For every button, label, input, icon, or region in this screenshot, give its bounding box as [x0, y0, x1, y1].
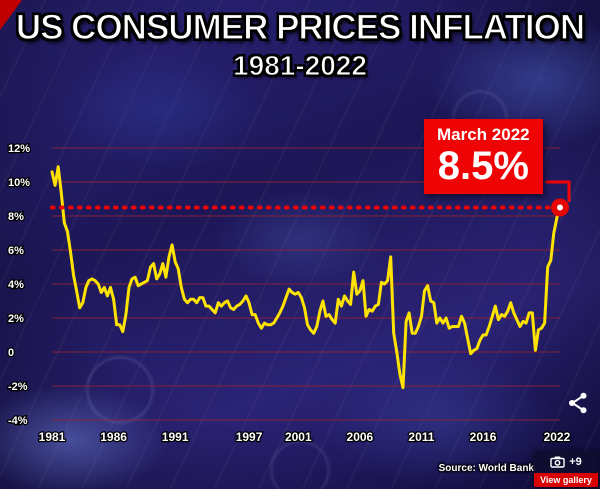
- gallery-label: View gallery: [534, 473, 598, 487]
- title-line1: US CONSUMER PRICES INFLATION: [15, 7, 586, 47]
- svg-text:2011: 2011: [408, 430, 434, 444]
- svg-text:1991: 1991: [162, 430, 189, 444]
- title-line2: 1981-2022: [233, 50, 368, 82]
- svg-text:-2%: -2%: [8, 381, 28, 393]
- svg-text:8%: 8%: [8, 211, 24, 223]
- callout-date-label: March 2022: [437, 125, 530, 144]
- svg-text:1986: 1986: [100, 430, 127, 444]
- svg-text:12%: 12%: [8, 143, 30, 155]
- chart-title: US CONSUMER PRICES INFLATION 1981-2022: [0, 6, 600, 82]
- svg-text:1981: 1981: [39, 430, 66, 444]
- svg-text:4%: 4%: [8, 279, 24, 291]
- svg-text:2006: 2006: [347, 430, 374, 444]
- share-icon: [569, 392, 587, 414]
- svg-text:6%: 6%: [8, 245, 24, 257]
- svg-text:0: 0: [8, 347, 14, 359]
- gallery-count: +9: [569, 456, 582, 468]
- svg-text:-4%: -4%: [8, 415, 28, 427]
- svg-text:2016: 2016: [470, 430, 497, 444]
- svg-text:2%: 2%: [8, 313, 24, 325]
- callout-value: 8.5%: [437, 144, 529, 188]
- gallery-count-row: +9: [534, 451, 598, 473]
- source-credit: Source: World Bank: [438, 463, 534, 474]
- svg-text:2022: 2022: [544, 430, 571, 444]
- share-button[interactable]: [566, 391, 590, 415]
- svg-text:1997: 1997: [236, 430, 263, 444]
- camera-icon: [550, 456, 565, 468]
- svg-text:10%: 10%: [8, 177, 30, 189]
- view-gallery-button[interactable]: +9 View gallery: [534, 451, 598, 487]
- svg-text:2001: 2001: [285, 430, 312, 444]
- callout-march-2022: March 2022 8.5%: [424, 119, 543, 194]
